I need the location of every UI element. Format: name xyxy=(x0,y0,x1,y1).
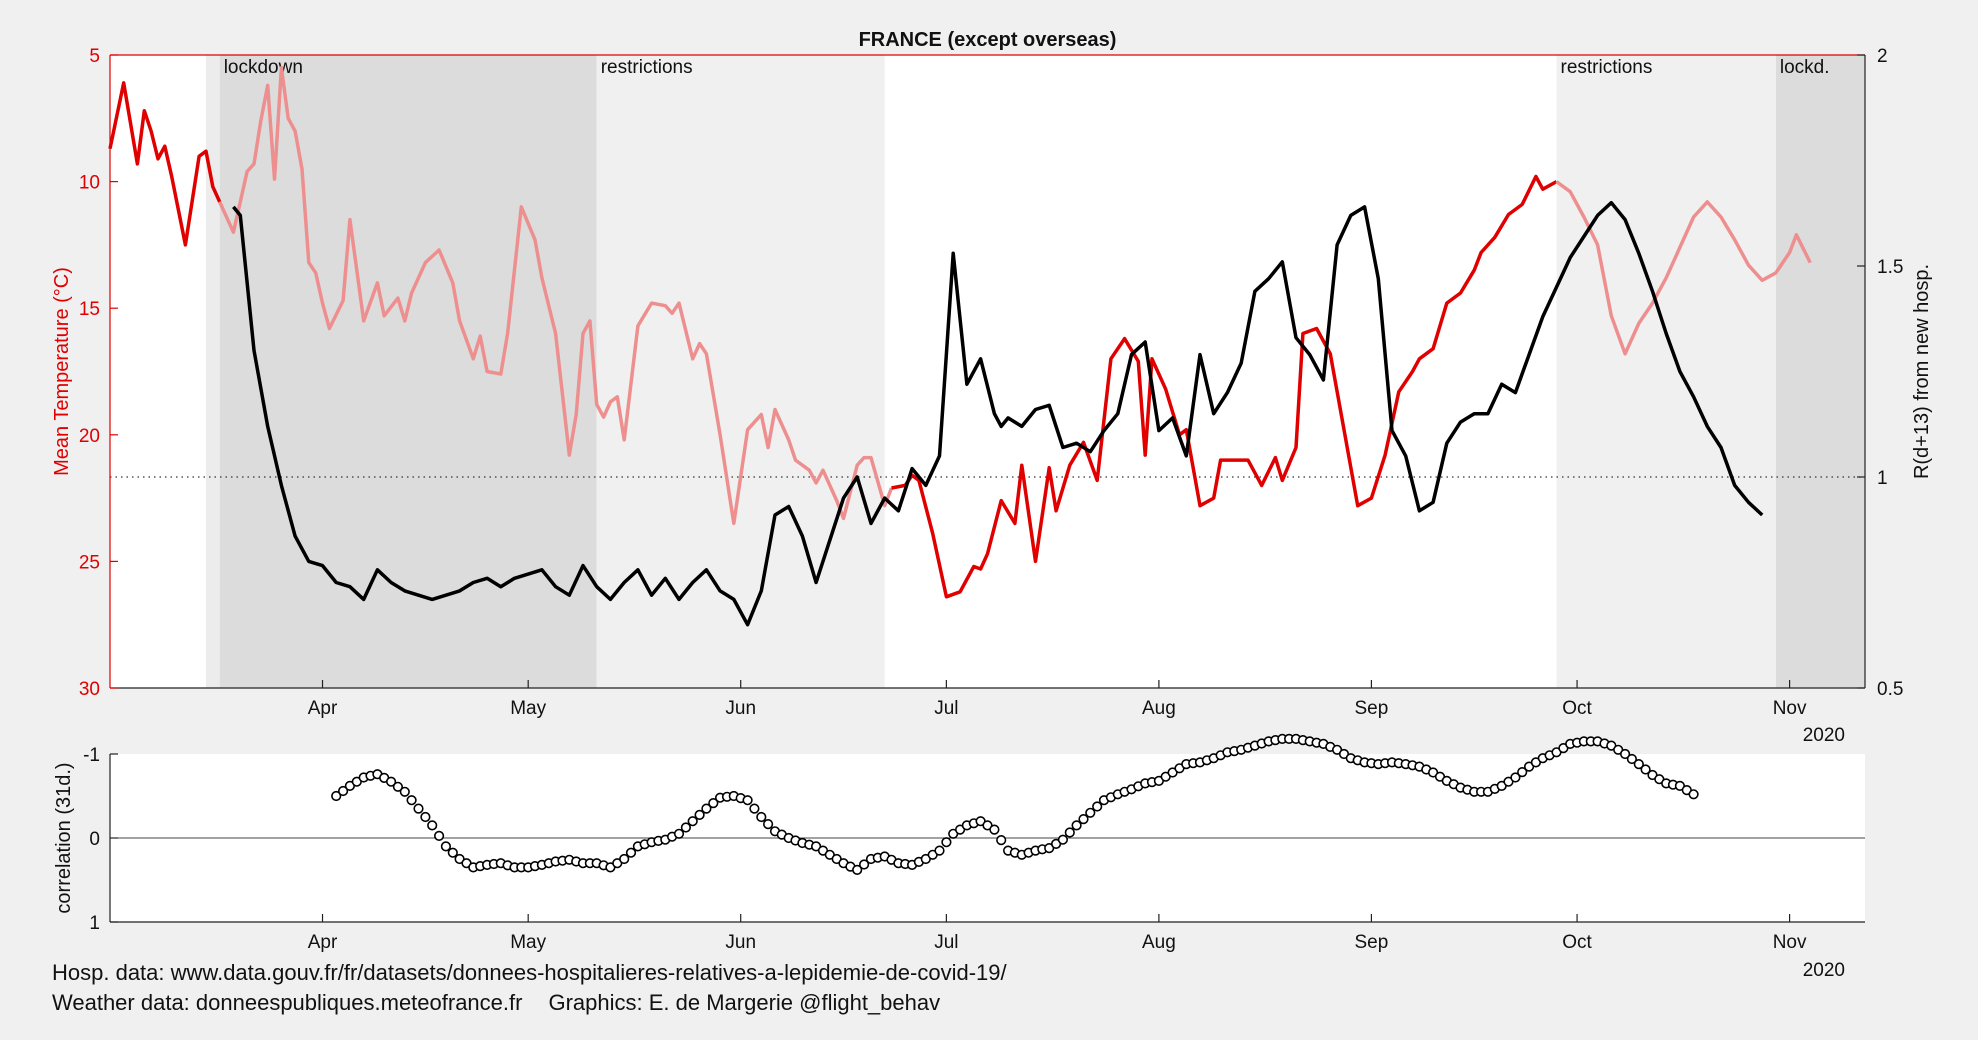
y-axis-title: correlation (31d.) xyxy=(53,762,75,913)
month-label: Jul xyxy=(934,932,958,953)
left-tick-label: 20 xyxy=(79,426,100,447)
correlation-point xyxy=(934,845,945,856)
correlation-point xyxy=(996,834,1007,846)
correlation-point xyxy=(1626,753,1637,765)
correlation-chart: -1 0 1 Apr May Jun Jul Aug Sep Oct Nov 2020 correlat… xyxy=(53,733,1865,981)
correlation-point xyxy=(338,785,349,797)
weather-data-credit: Weather data: donneespubliques.meteofran… xyxy=(52,990,523,1015)
correlation-point xyxy=(440,841,452,852)
right-tick-label: 1 xyxy=(1877,468,1888,489)
period-label: lockd. xyxy=(1780,57,1830,78)
month-label: May xyxy=(510,698,546,719)
r-line xyxy=(232,200,1764,627)
correlation-point xyxy=(687,816,698,827)
temperature-r-chart: lockdown restrictions restrictions lockd. 5 1… xyxy=(51,29,1933,746)
correlation-point xyxy=(1633,758,1644,770)
correlation-point xyxy=(1092,801,1103,812)
correlation-point xyxy=(941,837,952,848)
graphics-credit: Graphics: E. de Margerie @flight_behav xyxy=(548,990,941,1015)
correlation-point xyxy=(420,811,431,823)
month-label: May xyxy=(510,932,546,953)
correlation-point xyxy=(1640,764,1651,775)
correlation-point xyxy=(708,797,719,809)
correlation-point xyxy=(1071,820,1082,831)
period-shade xyxy=(1775,55,1865,688)
period-shade xyxy=(219,55,597,688)
correlation-point xyxy=(694,809,705,821)
right-axis-title: R(d+13) from new hosp. xyxy=(1911,264,1933,479)
correlation-point xyxy=(673,828,685,839)
correlation-point xyxy=(1057,834,1068,845)
correlation-point xyxy=(1085,807,1096,818)
correlation-point xyxy=(742,795,753,806)
correlation-point xyxy=(701,803,712,814)
left-tick-label: 15 xyxy=(79,299,100,320)
correlation-point xyxy=(447,847,458,858)
month-label: Nov xyxy=(1773,698,1807,719)
month-label: Sep xyxy=(1355,932,1389,953)
hosp-data-credit: Hosp. data: www.data.gouv.fr/fr/datasets… xyxy=(52,960,1007,985)
correlation-point xyxy=(1517,766,1528,778)
correlation-point xyxy=(434,830,445,842)
period-shade xyxy=(596,55,885,688)
correlation-point xyxy=(392,781,404,792)
temperature-line xyxy=(1555,180,1812,356)
temperature-line xyxy=(891,174,1558,599)
month-label: Apr xyxy=(308,932,338,953)
left-axis-title: Mean Temperature (°C) xyxy=(51,267,73,476)
month-label: Jun xyxy=(725,698,756,719)
month-label: Jun xyxy=(725,932,756,953)
right-tick-label: 0.5 xyxy=(1877,679,1903,700)
correlation-point xyxy=(1688,789,1699,800)
correlation-point xyxy=(619,853,630,865)
y-tick-label: 1 xyxy=(89,913,100,934)
correlation-point xyxy=(680,822,692,833)
month-label: Sep xyxy=(1355,698,1389,719)
correlation-point xyxy=(858,859,870,870)
month-label: Aug xyxy=(1142,698,1176,719)
shade-strip xyxy=(205,55,220,688)
y-tick-label: -1 xyxy=(83,745,100,766)
left-tick-label: 5 xyxy=(89,46,100,67)
period-label: lockdown xyxy=(224,57,303,78)
temperature-line xyxy=(218,65,894,526)
correlation-point xyxy=(427,820,438,831)
correlation-point xyxy=(1619,748,1631,760)
correlation-point xyxy=(386,776,397,787)
correlation-point xyxy=(625,847,637,858)
month-label: Oct xyxy=(1562,698,1592,719)
month-label: Jul xyxy=(934,698,958,719)
right-tick-label: 1.5 xyxy=(1877,257,1903,278)
correlation-point xyxy=(749,803,760,814)
correlation-point xyxy=(1064,827,1075,838)
correlation-point xyxy=(331,790,342,802)
period-label: restrictions xyxy=(601,57,693,78)
left-tick-label: 25 xyxy=(79,552,100,573)
chart-title: FRANCE (except overseas) xyxy=(859,29,1117,51)
month-label: Nov xyxy=(1773,932,1807,953)
left-tick-label: 10 xyxy=(79,173,100,194)
correlation-point xyxy=(756,811,767,823)
correlation-point xyxy=(399,786,410,797)
correlation-point xyxy=(989,824,1000,835)
credits: Hosp. data: www.data.gouv.fr/fr/datasets… xyxy=(52,958,1007,1018)
month-label: Apr xyxy=(308,698,338,719)
month-label: Oct xyxy=(1562,932,1592,953)
month-label: Aug xyxy=(1142,932,1176,953)
correlation-point xyxy=(413,803,424,814)
correlation-point xyxy=(406,795,417,806)
correlation-point xyxy=(762,818,774,830)
year-label: 2020 xyxy=(1803,960,1845,981)
correlation-point xyxy=(1078,813,1089,825)
correlation-point xyxy=(1510,772,1521,783)
period-shade xyxy=(1556,55,1776,688)
correlation-point xyxy=(852,864,863,876)
left-tick-label: 30 xyxy=(79,679,100,700)
temperature-line xyxy=(108,81,222,247)
year-label: 2020 xyxy=(1803,725,1845,746)
y-tick-label: 0 xyxy=(89,829,100,850)
right-tick-label: 2 xyxy=(1877,46,1888,67)
period-label: restrictions xyxy=(1561,57,1653,78)
